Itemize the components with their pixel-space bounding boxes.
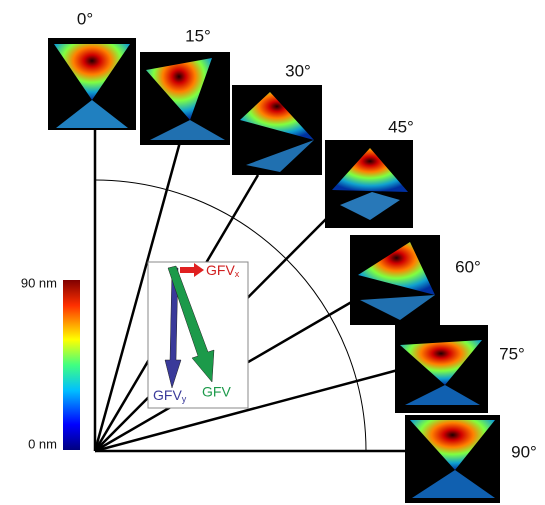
angle-label: 60° <box>455 257 481 276</box>
colorbar-max: 90 nm <box>21 275 57 290</box>
label-subscript: y <box>182 394 187 404</box>
angle-label: 75° <box>499 344 525 363</box>
angle-label: 90° <box>511 442 537 461</box>
colorbar <box>63 280 80 450</box>
label-text: GFV <box>206 262 235 278</box>
angle-label: 45° <box>388 117 414 136</box>
gfv-x-label: GFVx <box>206 262 240 280</box>
label-text: GFV <box>153 387 182 403</box>
figure: 0° 15° 30° 45° 60° 75° 90° 90 nm 0 nm GF… <box>0 0 545 505</box>
gfv-y-label: GFVy <box>153 387 187 405</box>
gfv-label: GFV <box>202 384 231 400</box>
label-subscript: x <box>235 269 240 279</box>
colorbar-min: 0 nm <box>28 436 57 451</box>
angle-label: 30° <box>285 61 311 80</box>
angle-label: 15° <box>185 26 211 45</box>
angle-label: 0° <box>77 9 93 28</box>
